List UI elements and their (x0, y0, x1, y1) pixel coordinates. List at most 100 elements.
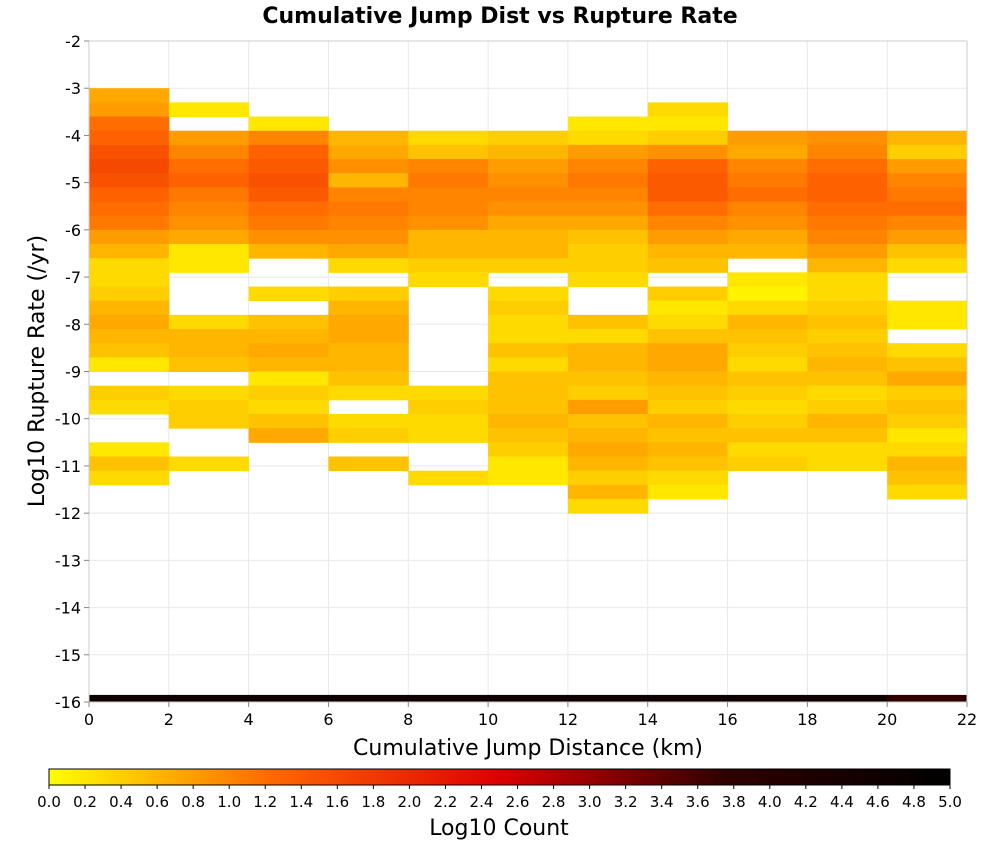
x-tick-label: 14 (638, 710, 658, 729)
heatmap-cell (807, 144, 888, 160)
heatmap-cell (567, 187, 649, 203)
heatmap-cell (408, 385, 489, 401)
heatmap-cell (727, 456, 808, 472)
heatmap-cell (89, 244, 170, 259)
heatmap-cell (408, 215, 489, 231)
colorbar-tick-label: 2.0 (397, 793, 421, 811)
heatmap-cell (488, 130, 569, 146)
heatmap-cell (328, 428, 409, 443)
x-tick-label: 6 (323, 710, 333, 729)
heatmap-cell (168, 215, 250, 231)
heatmap-cell (89, 144, 170, 160)
heatmap-cell (887, 201, 968, 217)
heatmap-cell (89, 300, 170, 316)
colorbar-tick-label: 4.4 (830, 793, 854, 811)
heatmap-cell (168, 159, 250, 174)
colorbar-tick-label: 3.0 (578, 793, 602, 811)
heatmap-cell (647, 442, 729, 457)
heatmap-cell (248, 357, 329, 372)
heatmap-cell (647, 314, 729, 330)
heatmap-cell (807, 428, 888, 443)
y-tick-label: -10 (55, 410, 81, 429)
heatmap-cell (807, 314, 888, 330)
heatmap-cell (248, 187, 329, 203)
colorbar-tick-label: 0.4 (109, 793, 133, 811)
x-tick-label: 16 (717, 710, 737, 729)
heatmap-cell (647, 329, 729, 344)
heatmap-cell (328, 215, 409, 231)
heatmap-cell (328, 258, 409, 273)
heatmap-cell (807, 187, 888, 203)
heatmap-cell (567, 357, 649, 372)
heatmap-cell (248, 215, 329, 231)
heatmap-cell (647, 399, 729, 415)
heatmap-cell (887, 244, 968, 259)
colorbar-tick-label: 1.0 (217, 793, 241, 811)
heatmap-cell (488, 413, 569, 429)
heatmap-cell (647, 244, 729, 259)
heatmap-cell (488, 470, 569, 486)
heatmap-cell (887, 357, 968, 372)
heatmap-cell (567, 130, 649, 146)
colorbar-tick-label: 4.0 (758, 793, 782, 811)
heatmap-cell (887, 343, 968, 358)
heatmap-cell (647, 456, 729, 472)
heatmap-cell (807, 159, 888, 174)
heatmap-cell (488, 329, 569, 344)
heatmap-cell (168, 258, 250, 273)
colorbar-tick-label: 2.8 (542, 793, 566, 811)
heatmap-cell (89, 357, 170, 372)
heatmap-cell (567, 456, 649, 472)
colorbar-tick-label: 4.8 (902, 793, 926, 811)
heatmap-cell (727, 428, 808, 443)
heatmap-cell (567, 343, 649, 358)
heatmap-cell (408, 159, 489, 174)
colorbar-tick-label: 3.2 (614, 793, 638, 811)
heatmap-cell (248, 144, 329, 160)
heatmap-cell (727, 187, 808, 203)
heatmap-cell (727, 229, 808, 245)
heatmap-cell (408, 258, 489, 273)
colorbar-tick-label: 2.2 (434, 793, 458, 811)
heatmap-cell (807, 300, 888, 316)
heatmap-cell (408, 470, 489, 486)
heatmap-cell (567, 173, 649, 188)
x-tick-label: 10 (478, 710, 498, 729)
y-tick-label: -15 (55, 646, 81, 665)
heatmap-cell (727, 130, 808, 146)
heatmap-cell (488, 442, 569, 457)
heatmap-cell (168, 399, 250, 415)
heatmap-cell (887, 187, 968, 203)
heatmap-cell (647, 300, 729, 316)
heatmap-cell (887, 371, 968, 387)
heatmap-cell (567, 116, 649, 132)
heatmap-cell (168, 314, 250, 330)
heatmap-cell (328, 371, 409, 387)
heatmap-baseline-cell (727, 694, 808, 702)
heatmap-cell (488, 314, 569, 330)
heatmap-cell (488, 385, 569, 401)
y-tick-label: -6 (65, 221, 81, 240)
heatmap-cell (89, 173, 170, 188)
heatmap-cell (89, 385, 170, 401)
heatmap-cell (248, 116, 329, 132)
colorbar-tick-label: 1.4 (289, 793, 313, 811)
heatmap-cell (807, 399, 888, 415)
heatmap-cell (647, 357, 729, 372)
heatmap-cell (727, 173, 808, 188)
heatmap-cell (647, 187, 729, 203)
x-tick-label: 4 (244, 710, 254, 729)
heatmap-cell (89, 399, 170, 415)
colorbar-tick-label: 4.6 (866, 793, 890, 811)
heatmap-cell (567, 413, 649, 429)
heatmap-cell (408, 144, 489, 160)
heatmap-cell (807, 343, 888, 358)
heatmap-cell (248, 413, 329, 429)
heatmap-cell (488, 201, 569, 217)
heatmap-cell (89, 201, 170, 217)
heatmap-baseline-cell (567, 694, 649, 702)
colorbar-tick-label: 1.8 (361, 793, 385, 811)
x-tick-label: 18 (797, 710, 817, 729)
heatmap-cell (168, 187, 250, 203)
heatmap-cell (727, 201, 808, 217)
